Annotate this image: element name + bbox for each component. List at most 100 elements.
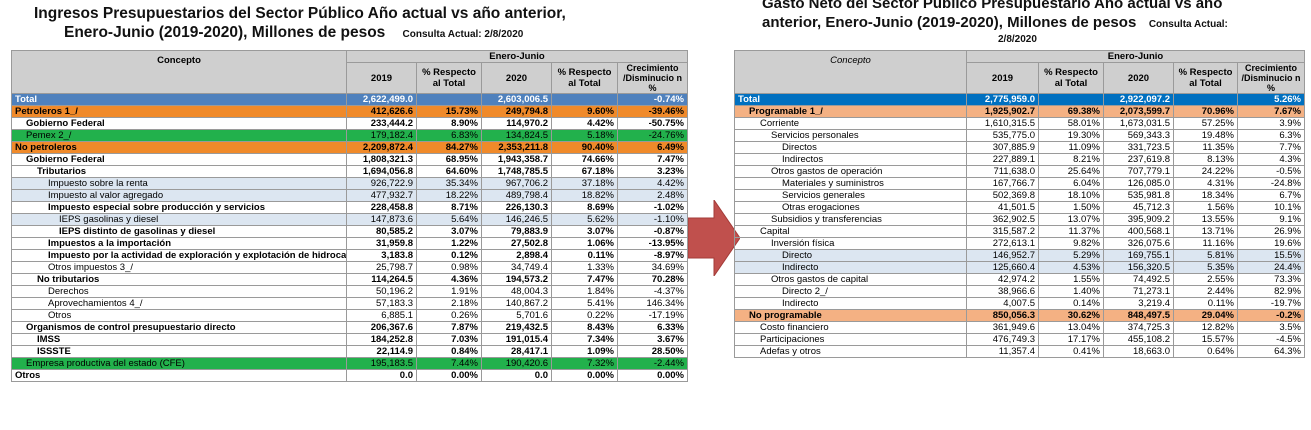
table-row: Otros gastos de operación 711,638.0 25.64%…: [734, 165, 1305, 178]
growth-pct: -0.2%: [1237, 309, 1305, 322]
growth-pct: 7.67%: [1237, 105, 1305, 118]
growth-pct: 26.9%: [1237, 225, 1305, 238]
left-pct2019-header: % Respecto al Total: [416, 62, 482, 94]
growth-pct: 7.7%: [1237, 141, 1305, 154]
growth-pct: 34.69%: [617, 261, 688, 274]
value-2019: 711,638.0: [966, 165, 1039, 178]
row-label: Impuesto por la actividad de exploración…: [11, 249, 347, 262]
row-label: Otros gastos de capital: [734, 273, 967, 286]
value-2020: 71,273.1: [1103, 285, 1174, 298]
growth-pct: -0.5%: [1237, 165, 1305, 178]
value-2019: 167,766.7: [966, 177, 1039, 190]
value-2020: 395,909.2: [1103, 213, 1174, 226]
row-label: Indirecto: [734, 297, 967, 310]
value-2019: 0.0: [346, 369, 417, 382]
table-row: Organismos de control presupuestario dir…: [11, 321, 688, 334]
pct-2020: 1.33%: [551, 261, 618, 274]
value-2019: 146,952.7: [966, 249, 1039, 262]
growth-pct: 9.1%: [1237, 213, 1305, 226]
table-row: Otros gastos de capital 42,974.2 1.55% 74,4…: [734, 273, 1305, 286]
row-label: Otras erogaciones: [734, 201, 967, 214]
row-label: Impuesto al valor agregado: [11, 189, 347, 202]
growth-pct: 15.5%: [1237, 249, 1305, 262]
pct-2020: 18.34%: [1173, 189, 1238, 202]
value-2019: 412,626.6: [346, 105, 417, 118]
row-label: No programable: [734, 309, 967, 322]
pct-2019: 13.04%: [1038, 321, 1104, 334]
pct-2019: 64.60%: [416, 165, 482, 178]
value-2019: 50,196.2: [346, 285, 417, 298]
pct-2020: 5.81%: [1173, 249, 1238, 262]
value-2020: 169,755.1: [1103, 249, 1174, 262]
growth-pct: 10.1%: [1237, 201, 1305, 214]
table-row: IEPS gasolinas y diesel 147,873.6 5.64% 146…: [11, 213, 688, 226]
table-row: Directo 2_/38,966.6 1.40% 71,273.1 2.44% 82.…: [734, 285, 1305, 298]
pct-2019: [416, 93, 482, 106]
row-label: Organismos de control presupuestario dir…: [11, 321, 347, 334]
pct-2019: 35.34%: [416, 177, 482, 190]
row-label: IEPS gasolinas y diesel: [11, 213, 347, 226]
value-2020: 114,970.2: [481, 117, 552, 130]
table-row: Otros 0.0 0.00% 0.0 0.00% 0.00%: [11, 369, 688, 382]
row-label: Servicios generales: [734, 189, 967, 202]
growth-pct: 7.47%: [617, 153, 688, 166]
pct-2020: 8.43%: [551, 321, 618, 334]
pct-2020: 0.11%: [1173, 297, 1238, 310]
pct-2020: 8.13%: [1173, 153, 1238, 166]
value-2020: 2,922,097.2: [1103, 93, 1174, 106]
row-label: Subsidios y transferencias: [734, 213, 967, 226]
value-2020: 28,417.1: [481, 345, 552, 358]
pct-2020: 1.84%: [551, 285, 618, 298]
pct-2020: 29.04%: [1173, 309, 1238, 322]
value-2020: 848,497.5: [1103, 309, 1174, 322]
value-2019: 361,949.6: [966, 321, 1039, 334]
right-consulta: Consulta Actual:: [1148, 19, 1228, 30]
value-2020: 2,073,599.7: [1103, 105, 1174, 118]
value-2019: 2,775,959.0: [966, 93, 1039, 106]
table-row: IEPS distinto de gasolinas y diesel 80,58…: [11, 225, 688, 238]
pct-2019: 2.18%: [416, 297, 482, 310]
pct-2020: 19.48%: [1173, 129, 1238, 142]
value-2019: 22,114.9: [346, 345, 417, 358]
row-label: Indirecto: [734, 261, 967, 274]
row-label: Pemex 2_/: [11, 129, 347, 142]
value-2020: 74,492.5: [1103, 273, 1174, 286]
value-2019: 3,183.8: [346, 249, 417, 262]
pct-2020: 74.66%: [551, 153, 618, 166]
value-2020: 156,320.5: [1103, 261, 1174, 274]
right-period-header: Enero-Junio: [966, 50, 1305, 63]
value-2020: 1,943,358.7: [481, 153, 552, 166]
table-row: Impuestos a la importación 31,959.8 1.22% 2…: [11, 237, 688, 250]
right-title-line2: anterior, Enero-Junio (2019-2020), Millo…: [762, 14, 1137, 31]
pct-2020: 2.44%: [1173, 285, 1238, 298]
value-2020: 226,130.3: [481, 201, 552, 214]
value-2019: 41,501.5: [966, 201, 1039, 214]
value-2020: 0.0: [481, 369, 552, 382]
row-label: Directo 2_/: [734, 285, 967, 298]
pct-2019: 58.01%: [1038, 117, 1104, 130]
growth-pct: -39.46%: [617, 105, 688, 118]
right-concepto-header: Concepto: [734, 50, 967, 94]
growth-pct: 24.4%: [1237, 261, 1305, 274]
value-2019: 184,252.8: [346, 333, 417, 346]
pct-2019: 17.17%: [1038, 333, 1104, 346]
pct-2020: 11.16%: [1173, 237, 1238, 250]
right-title-line1: Gasto Neto del Sector Público Presupuest…: [762, 0, 1223, 12]
table-row: Programable 1_/1,925,902.7 69.38% 2,073,59…: [734, 105, 1305, 118]
pct-2020: 5.41%: [551, 297, 618, 310]
growth-pct: -50.75%: [617, 117, 688, 130]
left-2019-header: 2019: [346, 62, 417, 94]
value-2020: 1,748,785.5: [481, 165, 552, 178]
value-2019: 1,925,902.7: [966, 105, 1039, 118]
value-2020: 219,432.5: [481, 321, 552, 334]
pct-2020: [1173, 93, 1238, 106]
value-2019: 1,808,321.3: [346, 153, 417, 166]
pct-2020: 90.40%: [551, 141, 618, 154]
value-2019: 25,798.7: [346, 261, 417, 274]
pct-2019: 1.40%: [1038, 285, 1104, 298]
table-row: No programable 850,056.3 30.62% 848,497.5 29…: [734, 309, 1305, 322]
value-2020: 45,712.3: [1103, 201, 1174, 214]
table-row: Impuesto especial sobre producción y ser…: [11, 201, 688, 214]
growth-pct: 19.6%: [1237, 237, 1305, 250]
table-row: Otros impuestos 3_/25,798.7 0.98% 34,749.4…: [11, 261, 688, 274]
